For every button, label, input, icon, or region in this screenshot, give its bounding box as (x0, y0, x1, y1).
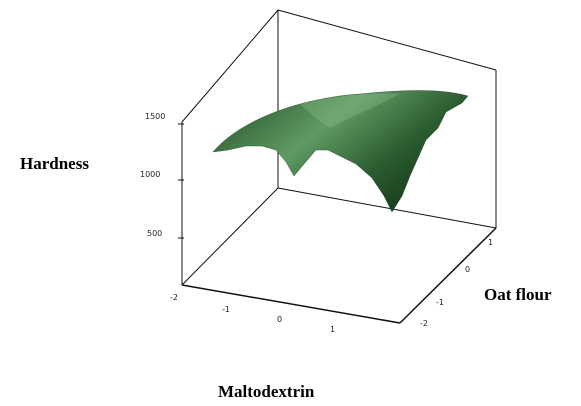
z-axis: 1500 1000 500 (140, 112, 184, 239)
back-top-edge-right (277, 9, 497, 71)
x-tick-label: 0 (277, 315, 282, 324)
axis-box (181, 9, 497, 324)
x-axis-title: Maltodextrin (218, 382, 315, 401)
y-tick-label: -1 (436, 298, 444, 307)
z-tick-label: 1500 (145, 112, 165, 121)
z-tick-label: 500 (147, 229, 162, 238)
x-axis-line (181, 284, 401, 324)
floor-back-left (181, 187, 279, 286)
x-tick-label: -1 (222, 305, 230, 314)
y-axis: -2 -1 0 1 (420, 238, 493, 328)
y-tick-label: 1 (488, 238, 493, 247)
surface-highlight (300, 93, 400, 128)
y-tick-label: 0 (465, 265, 470, 274)
surface (212, 90, 469, 213)
y-axis-line (399, 227, 497, 324)
surface-mesh (212, 90, 469, 213)
y-axis-title: Oat flour (484, 285, 552, 304)
y-tick-label: -2 (420, 319, 428, 328)
floor-back-right (277, 187, 497, 229)
x-tick-label: -2 (170, 293, 178, 302)
x-tick-label: 1 (330, 325, 335, 334)
z-axis-title: Hardness (20, 154, 89, 173)
z-tick-label: 1000 (140, 170, 160, 179)
back-top-edge-left (181, 9, 279, 123)
x-axis: -2 -1 0 1 (170, 293, 335, 334)
